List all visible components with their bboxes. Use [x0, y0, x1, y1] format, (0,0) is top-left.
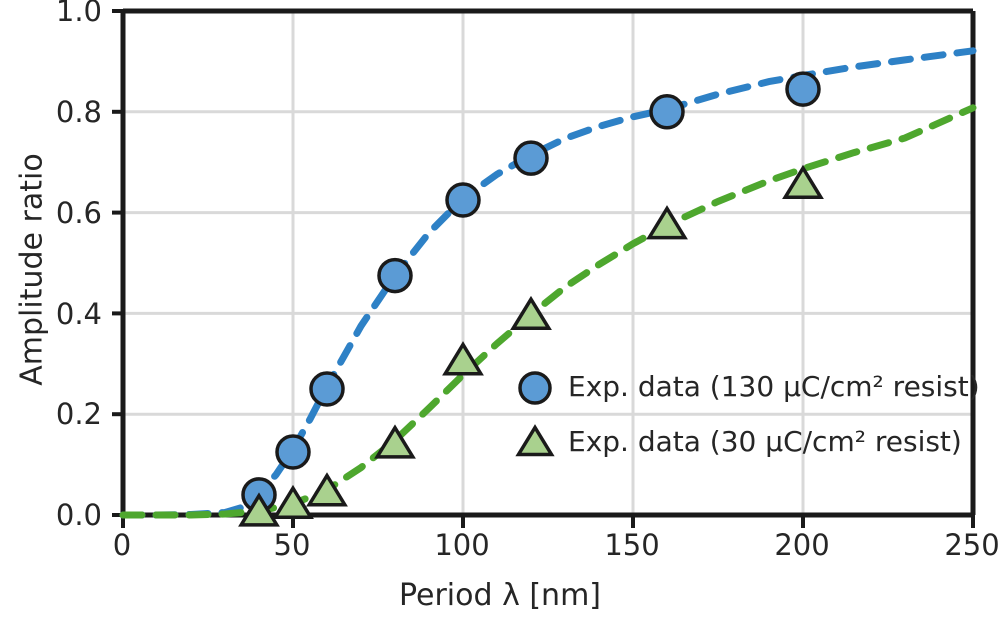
legend-markers — [515, 371, 555, 457]
fit-curves — [119, 47, 977, 519]
y-tick-label-4: 0.8 — [55, 95, 102, 129]
y-axis-title: Amplitude ratio — [14, 153, 50, 386]
x-tick-label-1: 50 — [273, 528, 311, 562]
x-axis-title: Period λ [nm] — [398, 578, 602, 613]
x-tick-label-0: 0 — [112, 528, 132, 562]
legend-label-series2: Exp. data (30 μC/cm² resist) — [568, 425, 962, 458]
y-tick-label-5: 1.0 — [55, 0, 102, 28]
data-markers — [238, 71, 824, 527]
y-tick-label-3: 0.6 — [55, 196, 102, 230]
legend-label-series1: Exp. data (130 μC/cm² resist) — [568, 370, 980, 403]
y-tick-label-2: 0.4 — [55, 297, 102, 331]
x-tick-label-3: 150 — [604, 528, 660, 562]
y-tick-label-0: 0.0 — [55, 498, 102, 532]
x-tick-label-2: 100 — [434, 528, 490, 562]
y-tick-label-1: 0.2 — [55, 397, 102, 431]
x-tick-label-4: 200 — [774, 528, 830, 562]
x-tick-label-5: 250 — [944, 528, 1000, 562]
